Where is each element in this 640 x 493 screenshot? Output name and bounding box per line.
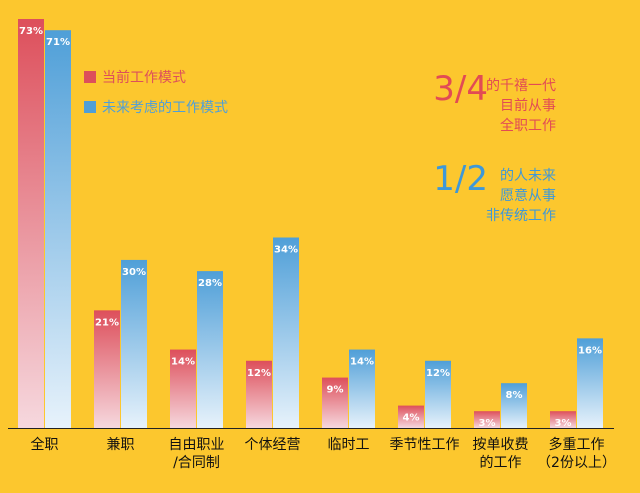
- bar-future-5: [349, 349, 375, 428]
- data-label-future-4: 34%: [274, 245, 298, 256]
- data-label-future-3: 28%: [198, 278, 222, 289]
- annotation-text-1-2: 目前从事: [500, 97, 556, 114]
- bar-future-8: [577, 338, 603, 428]
- annotation-text-1-1: 的千禧一代: [486, 78, 556, 94]
- legend-swatch-future: [84, 101, 96, 113]
- category-label-8-line-2: （2份以上）: [537, 455, 616, 471]
- category-label-3-line-2: /合同制: [173, 455, 220, 471]
- data-label-current-4: 12%: [247, 368, 271, 379]
- data-label-future-6: 12%: [426, 368, 450, 379]
- bar-future-2: [121, 259, 147, 428]
- data-label-future-7: 8%: [506, 390, 523, 401]
- annotation-text-2-1: 的人未来: [500, 168, 556, 184]
- annotation-text-2-3: 非传统工作: [486, 208, 556, 224]
- annotation-big-2: 1/2: [433, 159, 488, 199]
- data-label-future-5: 14%: [350, 357, 374, 368]
- category-label-1: 全职: [31, 436, 59, 453]
- category-label-3-line-1: 自由职业: [169, 437, 225, 453]
- data-label-current-3: 14%: [171, 357, 195, 368]
- data-label-current-6: 4%: [403, 413, 420, 424]
- annotation-text-1-3: 全职工作: [500, 117, 556, 134]
- category-label-6: 季节性工作: [390, 437, 460, 453]
- bar-future-6: [425, 360, 451, 428]
- bar-current-7: [474, 411, 500, 428]
- annotation-text-2-2: 愿意从事: [500, 187, 556, 204]
- category-label-7-line-1: 按单收费: [473, 437, 529, 453]
- bar-future-1: [45, 30, 71, 429]
- category-label-7-line-2: 的工作: [480, 455, 522, 471]
- data-label-future-8: 16%: [578, 345, 602, 356]
- data-label-future-2: 30%: [122, 267, 146, 278]
- bar-current-5: [322, 377, 348, 428]
- category-label-5: 临时工: [328, 437, 370, 453]
- bar-current-6: [398, 405, 424, 428]
- category-label-8-line-1: 多重工作: [549, 436, 605, 453]
- legend-label-current: 当前工作模式: [102, 69, 186, 86]
- data-label-current-2: 21%: [95, 317, 119, 328]
- bar-current-8: [550, 411, 576, 428]
- data-label-future-1: 71%: [46, 37, 70, 48]
- data-label-current-7: 3%: [479, 418, 496, 429]
- category-label-4: 个体经营: [245, 437, 301, 453]
- legend-swatch-current: [84, 71, 96, 83]
- annotation-big-1: 3/4: [433, 69, 488, 109]
- legend-label-future: 未来考虑的工作模式: [102, 100, 228, 116]
- bar-future-7: [501, 383, 527, 428]
- bar-current-4: [246, 360, 272, 428]
- bar-future-3: [197, 271, 223, 428]
- data-label-current-1: 73%: [19, 26, 43, 37]
- bar-current-3: [170, 349, 196, 428]
- category-label-2: 兼职: [107, 437, 135, 453]
- data-label-current-5: 9%: [327, 385, 344, 396]
- bar-future-4: [273, 237, 299, 428]
- bar-current-2: [94, 310, 120, 428]
- data-label-current-8: 3%: [555, 418, 572, 429]
- bar-current-1: [18, 19, 44, 428]
